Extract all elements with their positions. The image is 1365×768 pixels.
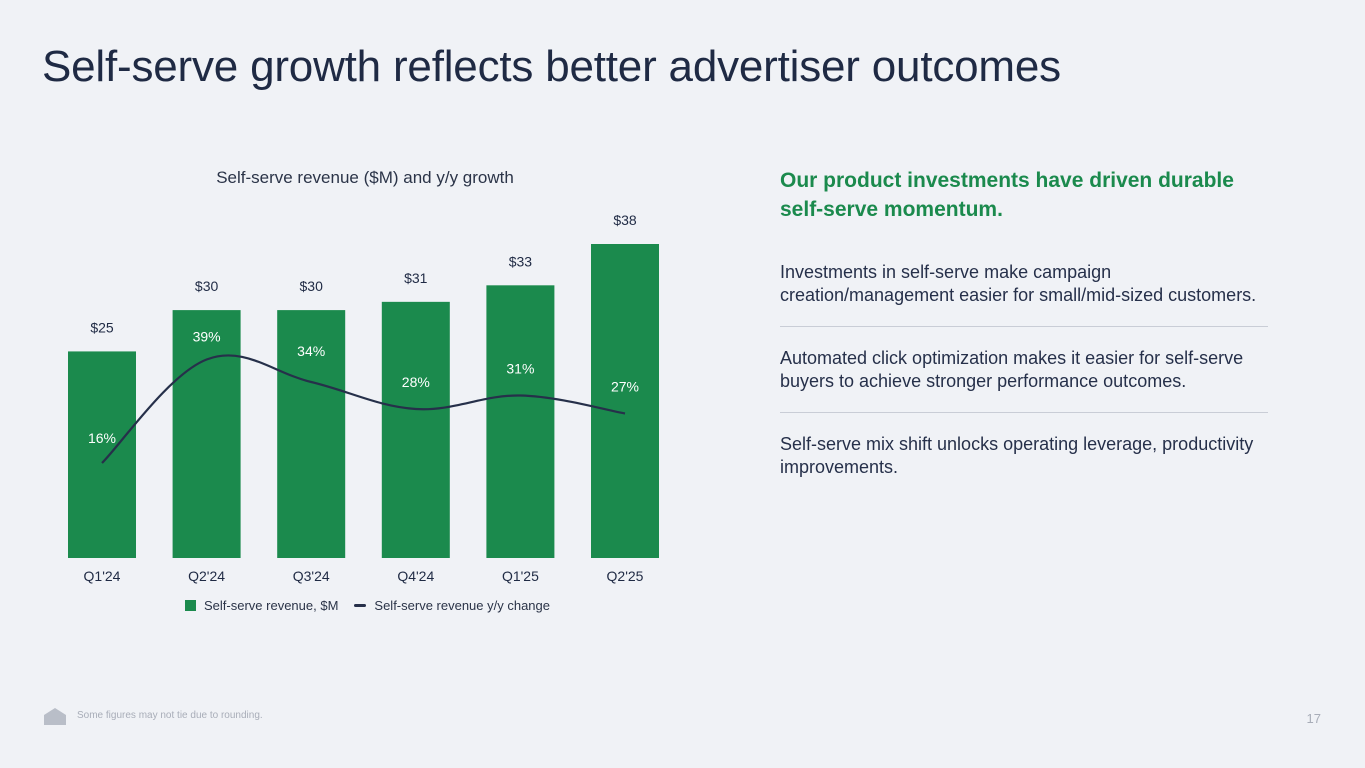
house-logo-icon bbox=[44, 708, 66, 725]
revenue-growth-chart: $25 Q1'24 $30 Q2'24 $30 Q3'24 $31 Q4'24 $33 Q1'25… bbox=[68, 212, 659, 584]
page-number: 17 bbox=[1306, 711, 1321, 726]
bar-value-label: $33 bbox=[509, 253, 533, 269]
side-bullet-1: Investments in self-serve make campaign … bbox=[780, 262, 1257, 305]
bar-value-label: $38 bbox=[613, 212, 637, 228]
bar-value-label: $31 bbox=[404, 270, 428, 286]
bar-3 bbox=[277, 310, 346, 558]
x-tick-label: Q4'24 bbox=[397, 568, 434, 584]
bar-value-label: $25 bbox=[90, 319, 114, 335]
growth-value-label: 28% bbox=[402, 374, 430, 390]
side-headline: Our product investments have driven dura… bbox=[780, 169, 1234, 221]
legend-item-revenue: Self-serve revenue, $M bbox=[185, 598, 338, 613]
side-divider bbox=[780, 412, 1268, 413]
slide-title: Self-serve growth reflects better advert… bbox=[42, 42, 1061, 91]
growth-value-label: 27% bbox=[611, 379, 639, 395]
bar-4 bbox=[381, 301, 450, 558]
bar-value-label: $30 bbox=[300, 278, 324, 294]
growth-value-label: 39% bbox=[193, 329, 221, 345]
side-divider bbox=[780, 326, 1268, 327]
legend-label-growth: Self-serve revenue y/y change bbox=[374, 598, 551, 613]
bar-5 bbox=[486, 285, 555, 558]
side-bullet-3: Self-serve mix shift unlocks operating l… bbox=[780, 434, 1254, 477]
legend-bar-swatch-icon bbox=[185, 600, 196, 611]
x-tick-label: Q1'24 bbox=[84, 568, 121, 584]
bar-2 bbox=[172, 310, 241, 558]
footnote: Some figures may not tie due to rounding… bbox=[77, 710, 263, 721]
side-panel: Our product investments have driven dura… bbox=[780, 166, 1268, 479]
bar-6 bbox=[591, 244, 659, 558]
bar-1 bbox=[68, 351, 136, 558]
chart-legend: Self-serve revenue, $M Self-serve revenu… bbox=[185, 598, 550, 613]
x-tick-label: Q1'25 bbox=[502, 568, 539, 584]
x-tick-label: Q2'24 bbox=[188, 568, 225, 584]
legend-label-revenue: Self-serve revenue, $M bbox=[204, 598, 339, 613]
side-bullet-2: Automated click optimization makes it ea… bbox=[780, 348, 1244, 391]
growth-value-label: 31% bbox=[506, 361, 534, 377]
growth-value-label: 16% bbox=[88, 430, 116, 446]
legend-line-swatch-icon bbox=[354, 604, 367, 607]
chart-title: Self-serve revenue ($M) and y/y growth bbox=[216, 168, 514, 187]
x-tick-label: Q2'25 bbox=[607, 568, 644, 584]
x-tick-label: Q3'24 bbox=[293, 568, 330, 584]
legend-item-growth: Self-serve revenue y/y change bbox=[354, 598, 550, 613]
growth-value-label: 34% bbox=[297, 343, 325, 359]
bar-value-label: $30 bbox=[195, 278, 219, 294]
growth-line bbox=[101, 354, 626, 464]
